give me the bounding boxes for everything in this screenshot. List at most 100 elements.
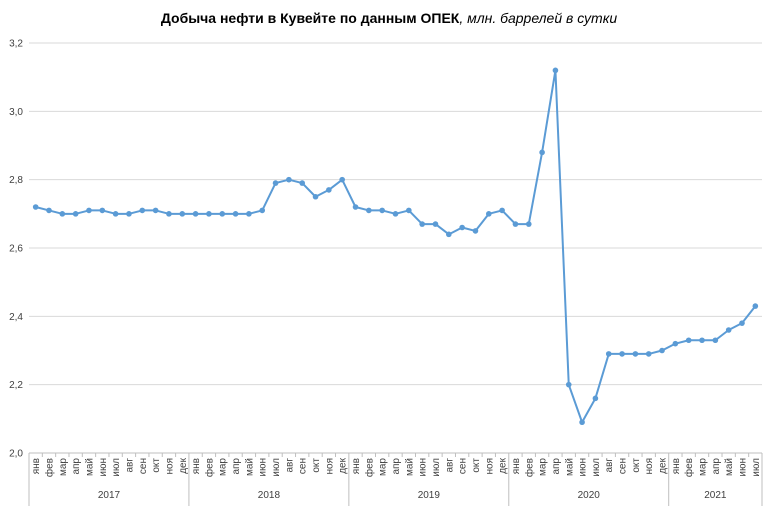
x-tick-label: май xyxy=(404,458,415,476)
data-point xyxy=(579,419,585,426)
data-point xyxy=(179,211,186,217)
data-point xyxy=(512,221,519,227)
data-point xyxy=(72,211,79,217)
x-tick-label: янв xyxy=(351,458,362,474)
data-point xyxy=(352,204,359,210)
data-point xyxy=(672,340,679,347)
x-tick-label: авг xyxy=(444,458,455,473)
x-tick-label: июл xyxy=(431,458,442,477)
x-tick-label: июл xyxy=(591,458,602,477)
data-point xyxy=(752,303,759,309)
chart-title-main: Добыча нефти в Кувейте по данным ОПЕК xyxy=(160,10,460,26)
x-tick-label: ноя xyxy=(164,458,175,475)
x-tick-label: окт xyxy=(471,458,482,473)
data-point xyxy=(659,347,665,354)
x-tick-label: мар xyxy=(538,458,549,476)
data-point xyxy=(246,211,252,217)
data-point xyxy=(432,221,439,227)
y-tick-label: 3,0 xyxy=(9,107,23,118)
year-label: 2018 xyxy=(258,490,281,501)
data-point xyxy=(192,211,199,217)
x-tick-label: дек xyxy=(498,457,509,473)
x-tick-label: янв xyxy=(511,458,522,474)
data-point xyxy=(485,211,492,217)
x-tick-label: окт xyxy=(631,458,642,473)
x-tick-label: сен xyxy=(458,458,469,474)
x-tick-label: фев xyxy=(203,458,215,477)
data-point xyxy=(326,187,332,193)
y-tick-label: 2,2 xyxy=(9,380,23,391)
year-label: 2021 xyxy=(704,490,727,501)
year-label: 2019 xyxy=(418,490,441,501)
x-tick-label: ноя xyxy=(484,458,495,475)
y-tick-label: 3,2 xyxy=(9,39,23,50)
data-point xyxy=(632,351,639,357)
data-point xyxy=(739,320,745,326)
data-point xyxy=(592,395,599,402)
data-point xyxy=(86,207,92,214)
y-tick-label: 2,4 xyxy=(9,312,23,323)
data-point xyxy=(46,207,52,214)
data-point xyxy=(525,221,532,227)
x-tick-label: дек xyxy=(338,457,349,473)
x-tick-label: сен xyxy=(138,458,149,474)
x-tick-label: май xyxy=(84,458,95,476)
x-tick-label: дек xyxy=(178,457,189,473)
x-tick-label: ноя xyxy=(324,458,335,475)
data-point xyxy=(605,351,612,357)
data-point xyxy=(32,204,39,210)
x-tick-label: янв xyxy=(671,458,682,474)
data-point xyxy=(339,176,345,183)
x-tick-label: сен xyxy=(298,458,309,474)
x-tick-label: окт xyxy=(151,458,162,473)
data-point xyxy=(232,211,239,217)
data-point xyxy=(699,337,705,344)
year-label: 2020 xyxy=(578,490,601,501)
x-tick-label: окт xyxy=(311,458,322,473)
x-tick-label: июл xyxy=(751,458,762,477)
data-point xyxy=(552,67,559,74)
data-point xyxy=(472,228,479,234)
x-tick-label: сен xyxy=(618,458,629,474)
data-point xyxy=(499,207,505,214)
x-tick-label: мар xyxy=(378,458,389,476)
x-tick-label: авг xyxy=(284,458,295,473)
data-point xyxy=(126,211,132,217)
x-tick-label: июн xyxy=(578,458,589,477)
chart-title: Добыча нефти в Кувейте по данным ОПЕК, м… xyxy=(0,10,778,26)
x-tick-label: апр xyxy=(551,458,562,475)
data-point xyxy=(406,207,412,214)
data-point xyxy=(286,176,292,183)
data-point xyxy=(219,211,226,217)
data-point xyxy=(725,327,732,333)
data-point xyxy=(59,211,66,217)
year-label: 2017 xyxy=(98,490,121,501)
x-tick-label: фев xyxy=(363,458,375,477)
data-point xyxy=(645,351,652,357)
x-tick-label: апр xyxy=(711,458,722,475)
x-tick-label: мар xyxy=(698,458,709,476)
data-point xyxy=(206,211,212,217)
x-tick-label: фев xyxy=(683,458,695,477)
x-tick-label: июл xyxy=(111,458,122,477)
x-tick-label: янв xyxy=(31,458,42,474)
x-tick-label: июн xyxy=(258,458,269,477)
x-tick-label: апр xyxy=(71,458,82,475)
x-tick-label: янв xyxy=(191,458,202,474)
data-point xyxy=(379,207,385,214)
data-point xyxy=(565,381,572,388)
x-tick-label: май xyxy=(244,458,255,476)
data-point xyxy=(99,207,106,214)
data-point xyxy=(139,207,146,214)
x-tick-label: мар xyxy=(58,458,69,476)
data-point xyxy=(459,224,465,231)
x-tick-label: май xyxy=(564,458,575,476)
data-point xyxy=(272,180,279,186)
chart-title-unit: , млн. баррелей в сутки xyxy=(459,10,618,26)
data-point xyxy=(259,207,266,214)
x-tick-label: июл xyxy=(271,458,282,477)
data-point xyxy=(366,207,372,214)
data-point xyxy=(112,211,119,217)
series-line xyxy=(35,69,757,424)
